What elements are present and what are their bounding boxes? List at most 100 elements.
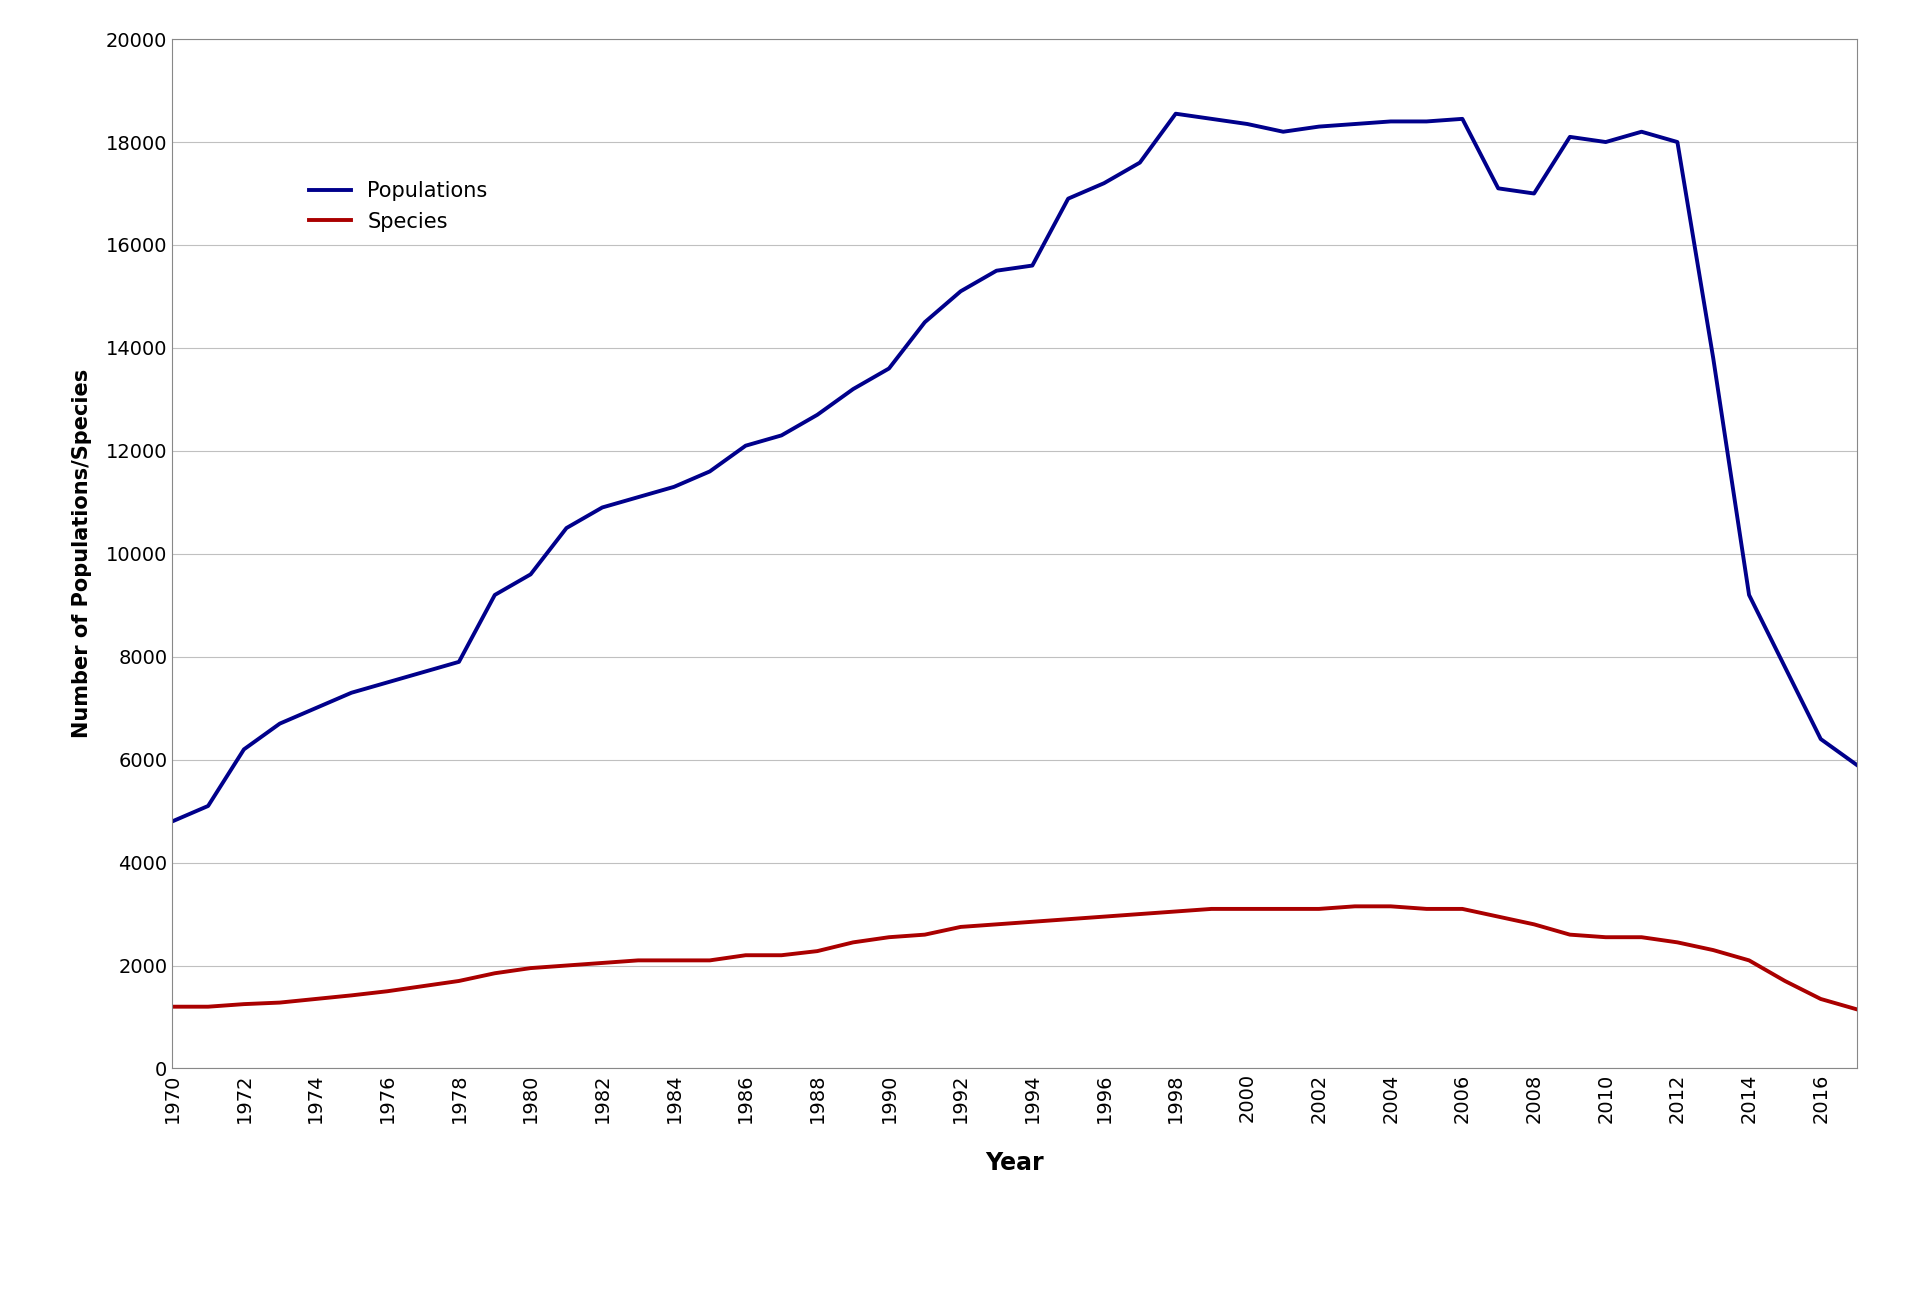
Species [1236, 902, 1259, 917]
Species [519, 960, 542, 976]
Species [699, 952, 722, 968]
Species [1665, 934, 1688, 950]
Species [268, 994, 291, 1010]
Species [877, 929, 900, 945]
Species [197, 999, 220, 1015]
Populations [1236, 116, 1259, 132]
Species [1522, 916, 1545, 932]
Populations [699, 464, 722, 480]
Species [1738, 952, 1761, 968]
Species [1845, 1002, 1868, 1018]
Species [626, 952, 649, 968]
Populations [1594, 134, 1617, 150]
Legend: Populations, Species: Populations, Species [300, 173, 496, 240]
Populations [806, 407, 829, 422]
Species [1451, 902, 1474, 917]
Populations [1665, 134, 1688, 150]
Populations [842, 382, 865, 397]
Species [232, 997, 255, 1012]
Species [986, 916, 1009, 932]
Species [842, 934, 865, 950]
Populations [1451, 111, 1474, 126]
Populations [555, 520, 578, 536]
Species [341, 988, 364, 1003]
Populations [735, 438, 758, 453]
Populations [1774, 659, 1797, 675]
Populations [1702, 351, 1725, 366]
Populations [1093, 176, 1116, 192]
Populations [1380, 113, 1403, 129]
Species [662, 952, 685, 968]
Populations [769, 427, 792, 443]
Species [1307, 902, 1330, 917]
Populations [448, 654, 471, 670]
Populations [1200, 111, 1223, 126]
Populations [986, 263, 1009, 279]
Species [1487, 908, 1510, 924]
Populations [1414, 113, 1437, 129]
Populations [877, 361, 900, 377]
Populations [1558, 129, 1581, 145]
Populations [1020, 258, 1043, 274]
Species [1774, 973, 1797, 989]
Species [375, 984, 398, 999]
Species [1200, 902, 1223, 917]
Populations [913, 314, 936, 330]
Species [769, 947, 792, 963]
Populations [1522, 185, 1545, 201]
Species [448, 973, 471, 989]
Species [1093, 908, 1116, 924]
Populations [197, 799, 220, 814]
Populations [1487, 181, 1510, 197]
Populations [626, 490, 649, 506]
Line: Species: Species [172, 907, 1857, 1010]
Species [1380, 899, 1403, 915]
Populations [232, 741, 255, 757]
Populations [1845, 757, 1868, 773]
Populations [1271, 124, 1294, 139]
Species [591, 955, 614, 971]
Species [412, 979, 434, 994]
Species [1809, 992, 1832, 1007]
Populations [375, 675, 398, 691]
Populations [1129, 155, 1152, 171]
Species [913, 926, 936, 942]
Species [735, 947, 758, 963]
Populations [519, 567, 542, 582]
Populations [161, 813, 184, 829]
X-axis label: Year: Year [986, 1151, 1043, 1174]
Populations [1307, 119, 1330, 134]
Populations [412, 665, 434, 680]
Species [161, 999, 184, 1015]
Species [1702, 942, 1725, 958]
Species [1271, 902, 1294, 917]
Species [1414, 902, 1437, 917]
Species [1631, 929, 1654, 945]
Species [1558, 926, 1581, 942]
Species [304, 992, 327, 1007]
Species [1020, 913, 1043, 929]
Species [484, 966, 507, 981]
Populations [304, 701, 327, 717]
Species [1129, 907, 1152, 923]
Populations [662, 480, 685, 495]
Species [949, 919, 972, 934]
Populations [341, 685, 364, 701]
Species [555, 958, 578, 973]
Species [1164, 904, 1187, 920]
Species [1057, 911, 1079, 926]
Species [1344, 899, 1367, 915]
Populations [1631, 124, 1654, 139]
Populations [1057, 190, 1079, 206]
Populations [591, 499, 614, 515]
Line: Populations: Populations [172, 113, 1857, 821]
Populations [1164, 106, 1187, 121]
Populations [1809, 731, 1832, 747]
Y-axis label: Number of Populations/Species: Number of Populations/Species [73, 369, 92, 739]
Species [806, 943, 829, 959]
Species [1594, 929, 1617, 945]
Populations [1738, 588, 1761, 603]
Populations [484, 588, 507, 603]
Populations [268, 715, 291, 731]
Populations [1344, 116, 1367, 132]
